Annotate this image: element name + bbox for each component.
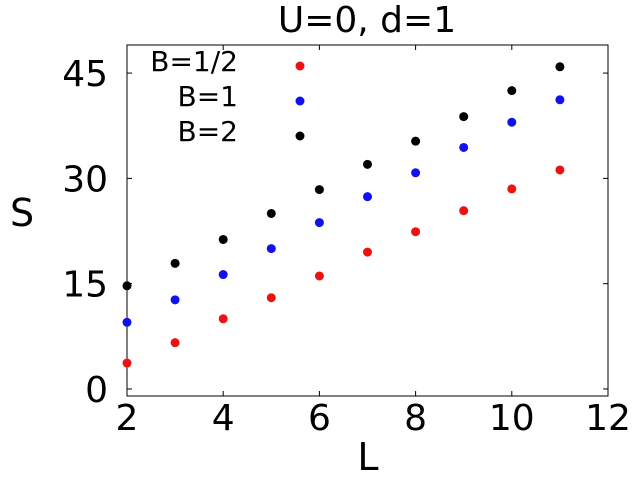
data-point	[218, 314, 228, 324]
data-point	[411, 227, 421, 237]
data-point	[266, 293, 276, 303]
legend: B=1/2B=1B=2	[150, 45, 305, 148]
data-point	[363, 247, 372, 257]
axis-ticks	[126, 45, 609, 396]
data-point	[122, 281, 132, 291]
legend-label: B=1	[178, 80, 238, 113]
data-point	[459, 142, 469, 152]
x-tick-label: 12	[585, 398, 631, 439]
x-tick-label: 8	[404, 398, 427, 439]
y-tick-label: 0	[85, 370, 108, 411]
x-tick-label: 4	[212, 398, 235, 439]
chart-title: U=0, d=1	[278, 0, 456, 41]
x-axis-label: L	[357, 435, 378, 479]
legend-label: B=1/2	[150, 45, 238, 78]
x-tick-label: 2	[116, 398, 139, 439]
y-tick-label: 15	[62, 265, 108, 306]
data-point	[170, 295, 180, 305]
y-tick-label: 45	[62, 54, 108, 95]
data-point	[314, 218, 324, 228]
data-point	[555, 165, 565, 175]
data-point	[507, 184, 517, 194]
tick-labels: 2 4 6 8 10 12 0 15 30 45	[62, 54, 631, 439]
y-axis-label: S	[10, 191, 34, 235]
data-point	[218, 270, 228, 280]
legend-label: B=2	[178, 115, 238, 148]
data-point	[363, 192, 372, 202]
y-tick-label: 30	[62, 159, 108, 200]
data-point	[266, 244, 276, 254]
data-point	[459, 206, 469, 216]
x-tick-label: 10	[489, 398, 535, 439]
data-point	[122, 317, 132, 327]
plot-frame	[126, 44, 609, 397]
data-point	[314, 271, 324, 281]
data-point	[122, 358, 132, 368]
data-point	[170, 338, 180, 348]
data-point	[314, 185, 324, 195]
legend-marker	[295, 96, 305, 106]
data-point	[170, 258, 180, 268]
legend-marker	[295, 61, 305, 71]
data-point	[266, 208, 276, 218]
data-point	[507, 117, 517, 127]
x-tick-label: 6	[308, 398, 331, 439]
data-point	[555, 95, 565, 105]
data-point	[507, 86, 517, 96]
data-point	[218, 234, 228, 244]
data-point	[459, 112, 469, 122]
data-point	[411, 168, 421, 178]
legend-marker	[295, 131, 305, 141]
data-point	[555, 62, 565, 72]
data-points	[122, 62, 565, 368]
data-point	[363, 159, 372, 169]
data-point	[411, 136, 421, 146]
